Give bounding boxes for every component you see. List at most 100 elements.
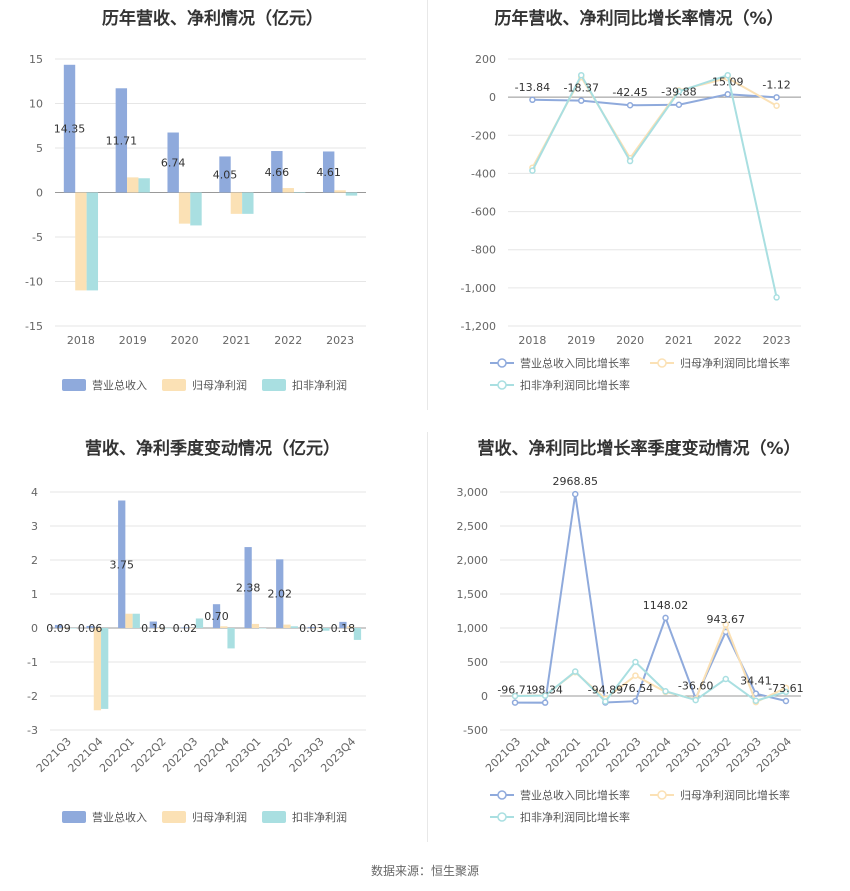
bar xyxy=(181,627,189,628)
series-line xyxy=(515,660,787,703)
annual-revenue-profit-chart: 历年营收、净利情况（亿元） 15 10 5 0 -5 -10 -15 2018 2019 2020… xyxy=(0,0,425,410)
data-label: 4.05 xyxy=(213,168,238,181)
series-point xyxy=(632,672,639,679)
series-point xyxy=(572,668,579,675)
series-point xyxy=(662,687,669,695)
data-label: 943.67 xyxy=(707,613,746,626)
y-tick-label: -1,000 xyxy=(461,282,496,295)
bar xyxy=(334,190,346,193)
bar xyxy=(138,178,150,193)
legend-swatch xyxy=(262,379,286,391)
bar xyxy=(307,626,315,628)
bar xyxy=(212,604,221,628)
x-tick-label: 2023Q4 xyxy=(318,735,358,775)
y-tick-label: 5 xyxy=(36,142,43,155)
bar xyxy=(314,628,323,629)
bar xyxy=(251,623,260,628)
legend-swatch xyxy=(497,380,507,390)
legend-label: 扣非净利润同比增长率 xyxy=(520,378,630,392)
series-point xyxy=(724,91,731,98)
bar xyxy=(219,156,231,193)
y-tick-label: 500 xyxy=(467,656,488,669)
y-tick-label: -1,200 xyxy=(461,320,496,333)
bar xyxy=(149,621,157,628)
vertical-divider-top xyxy=(427,0,428,410)
series-point xyxy=(722,675,729,683)
annual-growth-rate-chart: 历年营收、净利同比增长率情况（%） 200 0 -200 -400 -600 -800 -1… xyxy=(428,0,850,410)
series-point xyxy=(782,697,790,705)
series-point xyxy=(632,658,639,666)
bar xyxy=(93,628,102,711)
data-label: -1.12 xyxy=(762,78,790,91)
chart-canvas: 200 0 -200 -400 -600 -800 -1,000 -1,200 2018 2019… xyxy=(461,53,801,392)
y-tick-label: -500 xyxy=(463,724,488,737)
y-tick-label: -3 xyxy=(27,724,38,737)
data-label: 15.09 xyxy=(712,75,744,88)
bar xyxy=(271,151,283,193)
y-tick-label: 3,000 xyxy=(457,486,489,499)
bar xyxy=(345,192,358,196)
x-tick-label: 2019 xyxy=(119,334,147,347)
bar xyxy=(118,500,126,628)
y-tick-label: -10 xyxy=(25,276,43,289)
x-tick-label: 2020 xyxy=(171,334,199,347)
y-tick-label: 200 xyxy=(475,53,496,66)
x-tick-label: 2018 xyxy=(67,334,95,347)
data-label: 2.02 xyxy=(267,588,292,601)
data-label: 4.66 xyxy=(265,166,290,179)
series-point xyxy=(511,699,519,706)
x-tick-label: 2022 xyxy=(274,334,302,347)
chart-canvas: 3,0002,5002,0001,5001,0005000-5002021Q32… xyxy=(457,475,804,824)
legend-swatch xyxy=(657,790,667,800)
data-label: 0.06 xyxy=(78,622,103,635)
y-tick-label: -800 xyxy=(471,244,496,257)
legend-swatch xyxy=(162,811,186,823)
series-point xyxy=(773,294,780,301)
series-point xyxy=(632,697,639,705)
data-label: 0.09 xyxy=(46,622,71,635)
x-tick-label: 2020 xyxy=(616,334,644,347)
data-label: 4.61 xyxy=(316,166,341,179)
legend-label: 扣非净利润 xyxy=(292,378,347,392)
chart-title: 营收、净利同比增长率季度变动情况（%） xyxy=(477,439,801,459)
bar xyxy=(75,192,87,291)
bar xyxy=(190,192,202,226)
legend-label: 扣非净利润 xyxy=(292,810,347,824)
data-label: 0.03 xyxy=(299,622,324,635)
bar xyxy=(86,192,99,291)
bar xyxy=(115,88,128,193)
data-label: 0.18 xyxy=(331,622,356,635)
series-point xyxy=(541,692,549,699)
y-tick-label: 4 xyxy=(31,486,38,499)
series-point xyxy=(626,157,634,165)
chart-canvas: 15 10 5 0 -5 -10 -15 2018 2019 2020 2021 2022 2023 14… xyxy=(25,53,366,392)
data-label: -96.71 xyxy=(497,684,532,697)
quarterly-revenue-profit-chart: 营收、净利季度变动情况（亿元） 4 3 2 1 0 -1 -2 -3 2021Q3 2021Q4 2… xyxy=(0,430,425,850)
bar xyxy=(282,188,294,193)
y-tick-label: 0 xyxy=(489,91,496,104)
bar xyxy=(244,547,252,628)
chart-title: 历年营收、净利情况（亿元） xyxy=(102,9,323,29)
series-point xyxy=(529,96,536,104)
legend-swatch xyxy=(62,811,86,823)
y-tick-label: 2 xyxy=(31,554,38,567)
y-tick-label: -2 xyxy=(27,690,38,703)
bar xyxy=(62,628,70,629)
data-label: 0.02 xyxy=(173,622,198,635)
data-label: 14.35 xyxy=(54,123,86,136)
bar xyxy=(127,177,139,193)
data-label: 0.70 xyxy=(204,610,229,623)
series-point xyxy=(511,692,519,700)
bar xyxy=(132,613,140,628)
x-tick-label: 2023 xyxy=(326,334,354,347)
data-label: 0.19 xyxy=(141,622,166,635)
series-point xyxy=(724,71,731,79)
bar xyxy=(101,628,109,709)
legend-label: 归母净利润同比增长率 xyxy=(680,788,790,802)
x-tick-label: 2021 xyxy=(222,334,250,347)
legend-swatch xyxy=(497,812,507,822)
data-label: -76.54 xyxy=(618,682,653,695)
bar xyxy=(167,132,179,193)
bar xyxy=(283,624,291,628)
y-tick-label: 0 xyxy=(481,690,488,703)
